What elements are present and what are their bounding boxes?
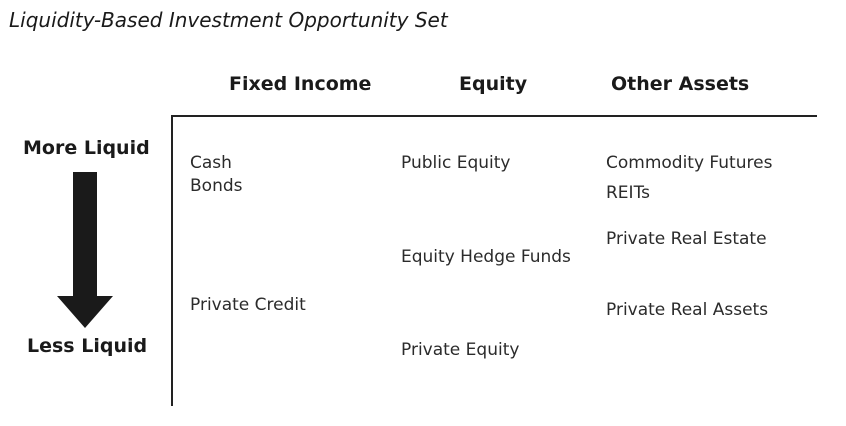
more-liquid-label: More Liquid: [23, 137, 150, 159]
cell-commodity-futures: Commodity Futures: [606, 153, 773, 173]
less-liquid-label: Less Liquid: [27, 335, 148, 357]
vertical-axis-line: [171, 115, 173, 406]
cell-private-real-estate: Private Real Estate: [606, 229, 767, 249]
cell-equity-hedge-funds: Equity Hedge Funds: [401, 247, 571, 267]
cell-private-credit: Private Credit: [190, 295, 306, 315]
horizontal-axis-line: [171, 115, 817, 117]
column-header-fixed-income: Fixed Income: [229, 73, 372, 95]
column-header-other-assets: Other Assets: [611, 73, 750, 95]
cell-reits: REITs: [606, 183, 650, 203]
diagram-title: Liquidity-Based Investment Opportunity S…: [9, 8, 448, 32]
column-header-equity: Equity: [459, 73, 528, 95]
cell-bonds: Bonds: [190, 176, 243, 196]
arrow-down-icon: [57, 172, 113, 328]
cell-private-equity: Private Equity: [401, 340, 520, 360]
cell-private-real-assets: Private Real Assets: [606, 300, 769, 320]
cell-cash: Cash: [190, 153, 232, 173]
cell-public-equity: Public Equity: [401, 153, 511, 173]
